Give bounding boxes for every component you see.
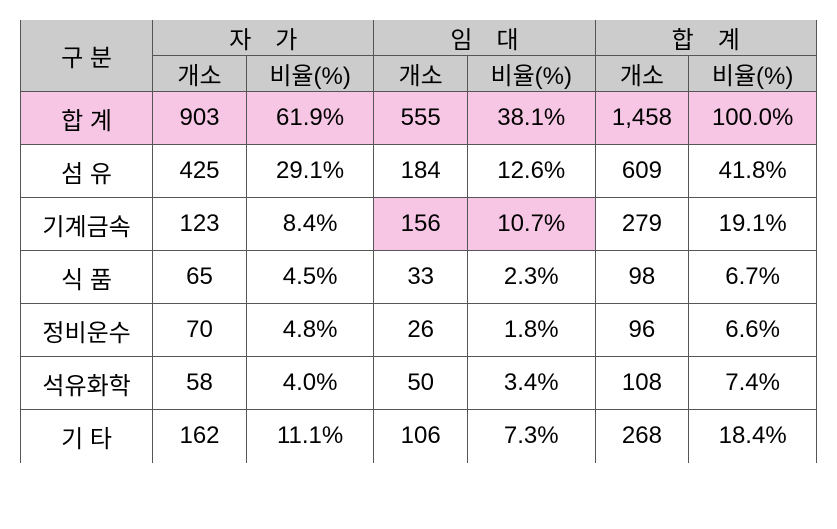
cell: 555 (374, 92, 468, 145)
cell: 29.1% (246, 145, 374, 198)
cell: 279 (595, 198, 689, 251)
header-ratio-3: 비율(%) (689, 56, 817, 92)
cell: 268 (595, 410, 689, 463)
row-label: 정비운수 (21, 304, 153, 357)
row-label: 식 품 (21, 251, 153, 304)
cell: 4.8% (246, 304, 374, 357)
cell: 1,458 (595, 92, 689, 145)
row-label: 석유화학 (21, 357, 153, 410)
cell: 18.4% (689, 410, 817, 463)
cell: 7.4% (689, 357, 817, 410)
header-count-2: 개소 (374, 56, 468, 92)
cell: 123 (153, 198, 247, 251)
cell: 38.1% (467, 92, 595, 145)
cell: 609 (595, 145, 689, 198)
cell: 184 (374, 145, 468, 198)
table-body: 합 계90361.9%55538.1%1,458100.0%섬 유42529.1… (21, 92, 817, 463)
table-row: 기 타16211.1%1067.3%26818.4% (21, 410, 817, 463)
table-row: 합 계90361.9%55538.1%1,458100.0% (21, 92, 817, 145)
header-category: 구 분 (21, 20, 153, 92)
cell: 6.6% (689, 304, 817, 357)
header-group-3: 합 계 (595, 20, 816, 56)
header-count-3: 개소 (595, 56, 689, 92)
cell: 106 (374, 410, 468, 463)
cell: 2.3% (467, 251, 595, 304)
cell: 108 (595, 357, 689, 410)
cell: 1.8% (467, 304, 595, 357)
cell: 58 (153, 357, 247, 410)
cell: 162 (153, 410, 247, 463)
cell: 33 (374, 251, 468, 304)
cell: 19.1% (689, 198, 817, 251)
cell: 156 (374, 198, 468, 251)
header-group-2: 임 대 (374, 20, 595, 56)
row-label: 합 계 (21, 92, 153, 145)
cell: 3.4% (467, 357, 595, 410)
header-ratio-2: 비율(%) (467, 56, 595, 92)
data-table: 구 분 자 가 임 대 합 계 개소 비율(%) 개소 비율(%) 개소 비율(… (20, 20, 817, 463)
table-row: 식 품654.5%332.3%986.7% (21, 251, 817, 304)
cell: 7.3% (467, 410, 595, 463)
cell: 61.9% (246, 92, 374, 145)
header-group-1: 자 가 (153, 20, 374, 56)
table-row: 정비운수704.8%261.8%966.6% (21, 304, 817, 357)
cell: 903 (153, 92, 247, 145)
header-count-1: 개소 (153, 56, 247, 92)
cell: 4.0% (246, 357, 374, 410)
cell: 50 (374, 357, 468, 410)
cell: 8.4% (246, 198, 374, 251)
row-label: 기계금속 (21, 198, 153, 251)
table-row: 섬 유42529.1%18412.6%60941.8% (21, 145, 817, 198)
cell: 65 (153, 251, 247, 304)
cell: 4.5% (246, 251, 374, 304)
header-ratio-1: 비율(%) (246, 56, 374, 92)
cell: 100.0% (689, 92, 817, 145)
cell: 26 (374, 304, 468, 357)
row-label: 기 타 (21, 410, 153, 463)
cell: 12.6% (467, 145, 595, 198)
cell: 425 (153, 145, 247, 198)
cell: 41.8% (689, 145, 817, 198)
cell: 98 (595, 251, 689, 304)
table-row: 기계금속1238.4%15610.7%27919.1% (21, 198, 817, 251)
cell: 96 (595, 304, 689, 357)
cell: 70 (153, 304, 247, 357)
row-label: 섬 유 (21, 145, 153, 198)
cell: 6.7% (689, 251, 817, 304)
cell: 11.1% (246, 410, 374, 463)
table-header: 구 분 자 가 임 대 합 계 개소 비율(%) 개소 비율(%) 개소 비율(… (21, 20, 817, 92)
cell: 10.7% (467, 198, 595, 251)
table-row: 석유화학584.0%503.4%1087.4% (21, 357, 817, 410)
